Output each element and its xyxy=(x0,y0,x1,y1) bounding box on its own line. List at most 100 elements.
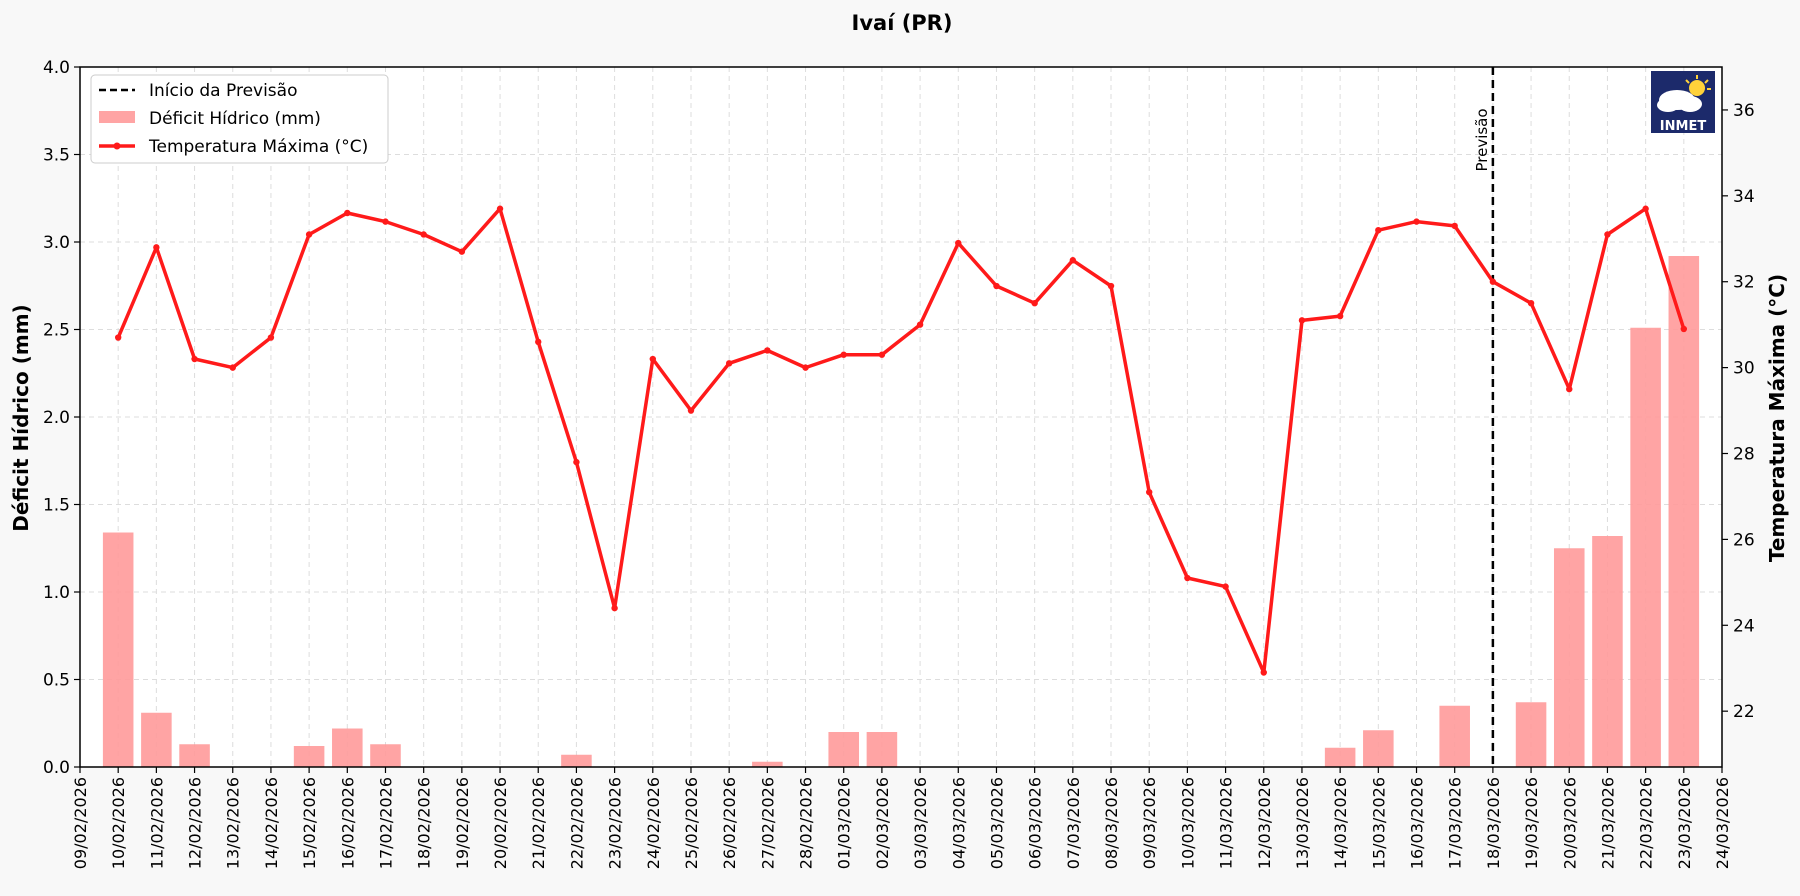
deficit-bar xyxy=(1439,705,1470,767)
y-right-tick-label: 26 xyxy=(1733,530,1755,550)
forecast-marker: Previsão xyxy=(1473,67,1495,767)
y-right-tick-label: 36 xyxy=(1733,101,1755,121)
temperature-point xyxy=(1375,226,1382,234)
deficit-bar xyxy=(828,732,859,767)
deficit-bar xyxy=(141,712,172,767)
temperature-point xyxy=(916,321,924,328)
deficit-bar xyxy=(179,744,210,767)
deficit-bars xyxy=(102,256,1700,767)
x-tick-label: 18/02/2026 xyxy=(415,777,434,869)
forecast-label: Previsão xyxy=(1473,108,1491,171)
temperature-point xyxy=(382,218,389,225)
y-left-tick-label: 3.0 xyxy=(43,233,70,253)
temperature-point xyxy=(1336,312,1344,320)
x-tick-label: 09/02/2026 xyxy=(71,777,90,869)
chart-title: Ivaí (PR) xyxy=(852,11,953,35)
x-tick-label: 18/03/2026 xyxy=(1484,777,1503,869)
x-tick-label: 28/02/2026 xyxy=(797,777,816,869)
legend-box xyxy=(90,74,389,164)
x-tick-label: 17/02/2026 xyxy=(376,777,395,869)
deficit-bar xyxy=(1363,730,1394,767)
y-right-tick-label: 24 xyxy=(1733,616,1755,636)
x-tick-label: 21/02/2026 xyxy=(529,777,548,869)
y-right-tick-label: 28 xyxy=(1733,445,1755,465)
legend-bar-icon xyxy=(99,111,135,123)
x-tick-label: 03/03/2026 xyxy=(911,777,930,869)
temperature-point xyxy=(267,334,275,341)
deficit-bar xyxy=(102,532,134,767)
temperature-point xyxy=(535,338,542,346)
temperature-point xyxy=(1642,205,1649,212)
x-tick-label: 02/03/2026 xyxy=(873,777,892,869)
temperature-point xyxy=(1031,299,1038,307)
temperature-point xyxy=(725,360,733,367)
deficit-bar xyxy=(561,754,592,767)
x-tick-label: 10/03/2026 xyxy=(1178,777,1197,869)
temperature-series-line xyxy=(116,206,1686,675)
temperature-point xyxy=(1527,299,1535,307)
logo-text: INMET xyxy=(1660,119,1707,134)
temperature-point xyxy=(1451,222,1458,230)
x-tick-label: 13/03/2026 xyxy=(1293,777,1312,869)
temperature-point xyxy=(1489,278,1497,285)
temperature-point xyxy=(1566,385,1573,393)
x-tick-label: 16/03/2026 xyxy=(1408,777,1427,869)
x-tick-label: 14/03/2026 xyxy=(1331,777,1350,869)
temperature-point xyxy=(687,407,695,414)
x-tick-label: 06/03/2026 xyxy=(1026,777,1045,869)
x-tick-label: 19/02/2026 xyxy=(453,777,472,869)
x-tick-label: 04/03/2026 xyxy=(949,777,968,869)
y-axis-left-label: Déficit Hídrico (mm) xyxy=(9,304,33,531)
x-tick-label: 22/02/2026 xyxy=(567,777,586,869)
temperature-point xyxy=(1184,574,1191,582)
x-tick-label: 27/02/2026 xyxy=(758,777,777,869)
y-axis-right-label: Temperatura Máxima (°C) xyxy=(1765,274,1789,562)
deficit-bar xyxy=(1553,548,1585,767)
x-tick-label: 10/02/2026 xyxy=(109,777,128,869)
x-tick-label: 01/03/2026 xyxy=(835,777,854,869)
x-tick-label: 20/03/2026 xyxy=(1560,777,1579,869)
temperature-point xyxy=(1260,669,1267,676)
deficit-bar xyxy=(752,761,783,767)
x-tick-label: 20/02/2026 xyxy=(491,777,510,869)
temperature-point xyxy=(1298,317,1306,324)
y-left-tick-label: 2.0 xyxy=(43,408,70,428)
deficit-bar xyxy=(293,746,325,767)
x-tick-label: 05/03/2026 xyxy=(987,777,1006,869)
temperature-point xyxy=(344,209,351,217)
temperature-point xyxy=(458,248,466,255)
temperature-point xyxy=(191,355,198,363)
x-tick-label: 21/03/2026 xyxy=(1598,777,1617,869)
deficit-bar xyxy=(1630,327,1661,767)
temperature-point xyxy=(305,231,313,238)
x-tick-label: 12/03/2026 xyxy=(1255,777,1274,869)
y-right-tick-label: 32 xyxy=(1733,273,1755,293)
y-left-tick-label: 0.5 xyxy=(43,671,70,691)
x-tick-label: 12/02/2026 xyxy=(186,777,205,869)
y-left-tick-label: 1.0 xyxy=(43,583,70,603)
temperature-point xyxy=(764,347,771,354)
x-tick-label: 23/02/2026 xyxy=(606,777,625,869)
deficit-bar xyxy=(1592,536,1623,767)
x-tick-label: 26/02/2026 xyxy=(720,777,739,869)
deficit-bar xyxy=(1668,256,1700,767)
x-tick-label: 22/03/2026 xyxy=(1637,777,1656,869)
deficit-bar xyxy=(1515,702,1547,767)
x-tick-label: 19/03/2026 xyxy=(1522,777,1541,869)
inmet-logo: INMET xyxy=(1651,71,1715,134)
y-left-tick-label: 1.5 xyxy=(43,496,70,516)
temperature-point xyxy=(1146,488,1153,496)
x-tick-label: 09/03/2026 xyxy=(1140,777,1159,869)
x-tick-label: 08/03/2026 xyxy=(1102,777,1121,869)
temperature-point xyxy=(840,351,847,358)
x-tick-label: 13/02/2026 xyxy=(224,777,243,869)
legend-label-deficit: Déficit Hídrico (mm) xyxy=(149,109,321,129)
axes: 0.0 0.5 1.0 1.5 2.0 2.5 3.0 3.5 4.0 22 24 26 28 30 32 3… xyxy=(43,58,1755,869)
temperature-point xyxy=(1107,282,1115,290)
legend-marker-icon xyxy=(113,142,121,150)
x-tick-label: 15/02/2026 xyxy=(300,777,319,869)
temperature-point xyxy=(955,239,962,247)
temperature-point xyxy=(878,351,886,358)
temperature-point xyxy=(1604,231,1611,238)
